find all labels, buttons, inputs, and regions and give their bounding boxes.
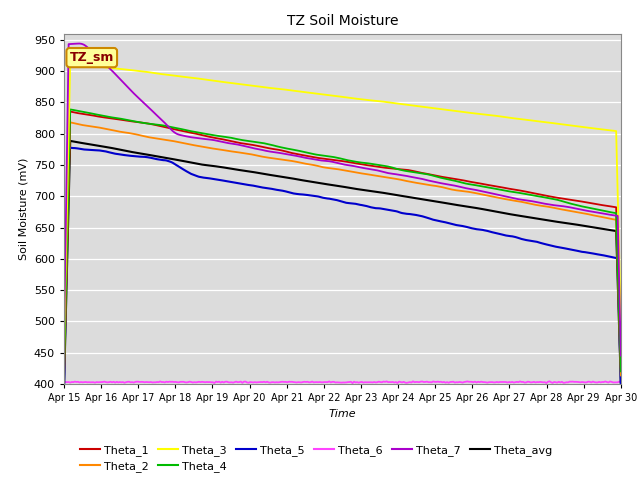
Title: TZ Soil Moisture: TZ Soil Moisture [287, 14, 398, 28]
Text: TZ_sm: TZ_sm [70, 51, 114, 64]
X-axis label: Time: Time [328, 408, 356, 419]
Legend: Theta_1, Theta_2, Theta_3, Theta_4, Theta_5, Theta_6, Theta_7, Theta_avg: Theta_1, Theta_2, Theta_3, Theta_4, Thet… [75, 440, 557, 477]
Y-axis label: Soil Moisture (mV): Soil Moisture (mV) [19, 157, 28, 260]
